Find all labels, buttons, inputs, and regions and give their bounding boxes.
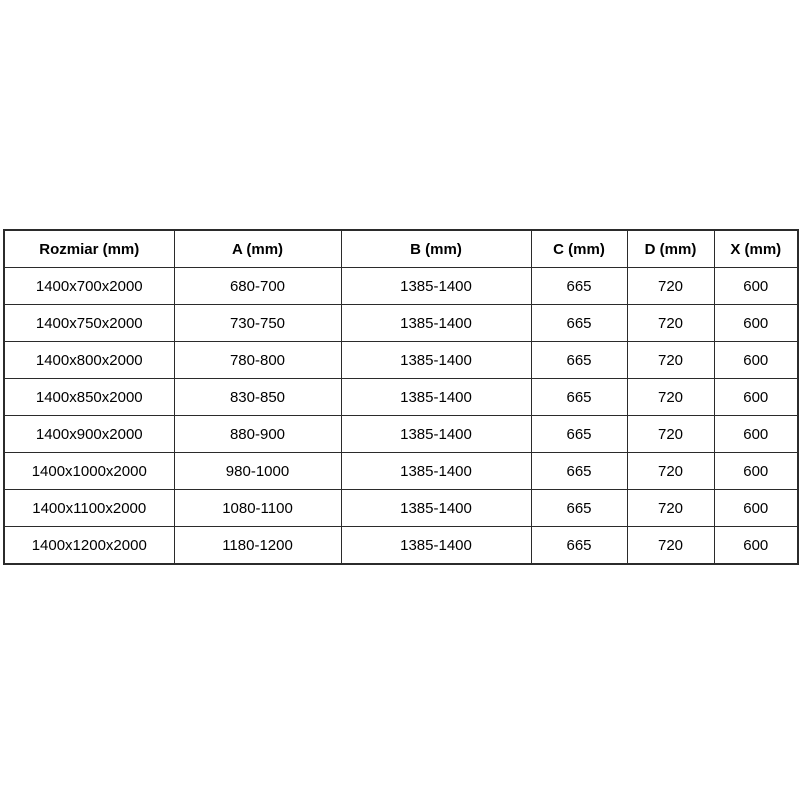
table-cell: 1385-1400 [340, 489, 532, 527]
table-row: 1400x800x2000 780-800 1385-1400 665 720 600 [3, 341, 799, 379]
table-row: 1400x700x2000 680-700 1385-1400 665 720 600 [3, 267, 799, 305]
table-cell: 1385-1400 [340, 415, 532, 453]
column-header: B (mm) [340, 229, 532, 268]
table-cell: 980-1000 [173, 452, 342, 490]
table-cell: 1400x700x2000 [3, 267, 175, 305]
table-row: 1400x1000x2000 980-1000 1385-1400 665 720 600 [3, 452, 799, 490]
table-cell: 720 [626, 526, 715, 565]
table-cell: 1400x1200x2000 [3, 526, 175, 565]
table-cell: 720 [626, 304, 715, 342]
table-cell: 665 [530, 267, 628, 305]
table-body: 1400x700x2000 680-700 1385-1400 665 720 600 14… [3, 267, 799, 565]
table-cell: 780-800 [173, 341, 342, 379]
table-row: 1400x850x2000 830-850 1385-1400 665 720 600 [3, 378, 799, 416]
table-cell: 680-700 [173, 267, 342, 305]
table-cell: 720 [626, 489, 715, 527]
table-cell: 1385-1400 [340, 452, 532, 490]
table-cell: 720 [626, 415, 715, 453]
header-row: Rozmiar (mm) A (mm) B (mm) C (mm) D (mm) X (m… [3, 229, 799, 268]
table-cell: 720 [626, 452, 715, 490]
table-row: 1400x750x2000 730-750 1385-1400 665 720 600 [3, 304, 799, 342]
table-cell: 1080-1100 [173, 489, 342, 527]
table-cell: 880-900 [173, 415, 342, 453]
table-cell: 665 [530, 341, 628, 379]
table-head: Rozmiar (mm) A (mm) B (mm) C (mm) D (mm) X (m… [3, 229, 799, 268]
table-cell: 720 [626, 378, 715, 416]
column-header: A (mm) [173, 229, 342, 268]
table-cell: 600 [713, 378, 799, 416]
table-cell: 600 [713, 452, 799, 490]
table-cell: 1385-1400 [340, 341, 532, 379]
table-cell: 1385-1400 [340, 526, 532, 565]
column-header: C (mm) [530, 229, 628, 268]
table-cell: 1400x1100x2000 [3, 489, 175, 527]
table-row: 1400x1100x2000 1080-1100 1385-1400 665 720 60… [3, 489, 799, 527]
table-cell: 665 [530, 452, 628, 490]
table-cell: 720 [626, 341, 715, 379]
table-row: 1400x900x2000 880-900 1385-1400 665 720 600 [3, 415, 799, 453]
table-cell: 600 [713, 304, 799, 342]
table-cell: 1180-1200 [173, 526, 342, 565]
table-cell: 600 [713, 341, 799, 379]
table-cell: 1385-1400 [340, 304, 532, 342]
table-cell: 665 [530, 415, 628, 453]
table-cell: 720 [626, 267, 715, 305]
table-cell: 1385-1400 [340, 267, 532, 305]
table-cell: 665 [530, 489, 628, 527]
table-cell: 1400x1000x2000 [3, 452, 175, 490]
table-cell: 830-850 [173, 378, 342, 416]
column-header: Rozmiar (mm) [3, 229, 175, 268]
table-cell: 665 [530, 304, 628, 342]
table-cell: 600 [713, 415, 799, 453]
table-cell: 600 [713, 267, 799, 305]
column-header: D (mm) [626, 229, 715, 268]
table-cell: 600 [713, 526, 799, 565]
table-cell: 665 [530, 378, 628, 416]
size-spec-table: Rozmiar (mm) A (mm) B (mm) C (mm) D (mm) X (m… [3, 229, 799, 565]
table-row: 1400x1200x2000 1180-1200 1385-1400 665 720 60… [3, 526, 799, 565]
table-cell: 600 [713, 489, 799, 527]
column-header: X (mm) [713, 229, 799, 268]
table-cell: 1400x800x2000 [3, 341, 175, 379]
table-cell: 1400x850x2000 [3, 378, 175, 416]
table-cell: 1385-1400 [340, 378, 532, 416]
size-table-container: Rozmiar (mm) A (mm) B (mm) C (mm) D (mm) X (m… [3, 229, 799, 565]
table-cell: 730-750 [173, 304, 342, 342]
table-cell: 1400x750x2000 [3, 304, 175, 342]
table-cell: 1400x900x2000 [3, 415, 175, 453]
table-cell: 665 [530, 526, 628, 565]
